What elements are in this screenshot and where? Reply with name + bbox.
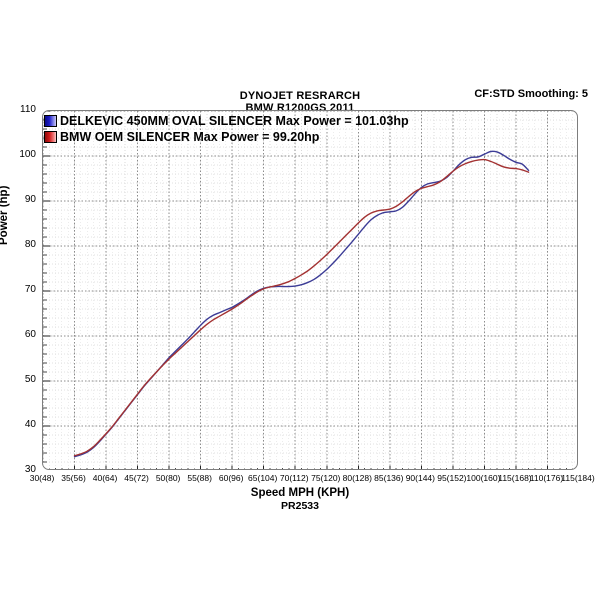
y-tick-label: 40 xyxy=(24,419,36,430)
x-tick-label: 45(72) xyxy=(124,473,149,483)
x-tick-label: 115(168) xyxy=(498,473,532,483)
x-tick-label: 55(88) xyxy=(187,473,212,483)
x-tick-label: 100(160) xyxy=(466,473,501,483)
chart-title: DYNOJET RESRARCH xyxy=(239,90,361,102)
x-tick-label: 110(176) xyxy=(529,473,564,483)
x-tick-label: 115(184) xyxy=(561,473,595,483)
x-tick-label: 75(120) xyxy=(311,473,341,483)
y-tick-label: 90 xyxy=(24,194,36,205)
legend-item-delkevic: DELKEVIC 450MM OVAL SILENCER Max Power =… xyxy=(44,113,409,129)
x-tick-label: 50(80) xyxy=(155,473,181,483)
x-tick-label: 80(128) xyxy=(342,473,372,483)
x-tick-label: 90(144) xyxy=(405,473,435,483)
legend-swatch-red-icon xyxy=(44,131,57,143)
legend-label-delkevic: DELKEVIC 450MM OVAL SILENCER Max Power =… xyxy=(60,114,409,128)
y-tick-label: 100 xyxy=(19,149,36,160)
y-tick-label: 30 xyxy=(24,464,36,475)
x-axis-title: Speed MPH (KPH) xyxy=(250,487,350,499)
series-line-bmw-oem xyxy=(73,158,530,457)
x-tick-label: 70(112) xyxy=(279,473,309,483)
x-tick-label: 85(136) xyxy=(374,473,404,483)
y-tick-label: 80 xyxy=(24,239,36,250)
x-axis-tick-labels: 30(48) 35(56) 40(64) 45(72) 50(80) 55(88) 60(9… xyxy=(0,473,600,487)
x-tick-label: 40(64) xyxy=(92,473,118,483)
y-tick-label: 50 xyxy=(24,374,36,385)
legend-swatch-blue-icon xyxy=(44,115,57,127)
x-tick-label: 35(56) xyxy=(61,473,86,483)
x-tick-label: 60(96) xyxy=(218,473,244,483)
legend: DELKEVIC 450MM OVAL SILENCER Max Power =… xyxy=(44,113,409,145)
x-tick-label: 65(104) xyxy=(248,473,278,483)
plot-canvas xyxy=(43,111,577,469)
x-tick-label: 95(152) xyxy=(437,473,467,483)
plot-area xyxy=(42,110,578,470)
y-tick-label: 70 xyxy=(24,284,36,295)
legend-item-bmw-oem: BMW OEM SILENCER Max Power = 99.20hp xyxy=(44,129,409,145)
y-tick-label: 60 xyxy=(24,329,36,340)
y-axis-tick-labels: 30 40 50 60 70 80 90 100 110 xyxy=(8,0,36,600)
y-tick-label: 110 xyxy=(20,104,36,115)
footer-code: PR2533 xyxy=(281,500,319,512)
correction-factor-label: CF:STD Smoothing: 5 xyxy=(474,88,588,100)
x-tick-label: 30(48) xyxy=(29,473,55,483)
legend-label-bmw-oem: BMW OEM SILENCER Max Power = 99.20hp xyxy=(60,130,320,144)
